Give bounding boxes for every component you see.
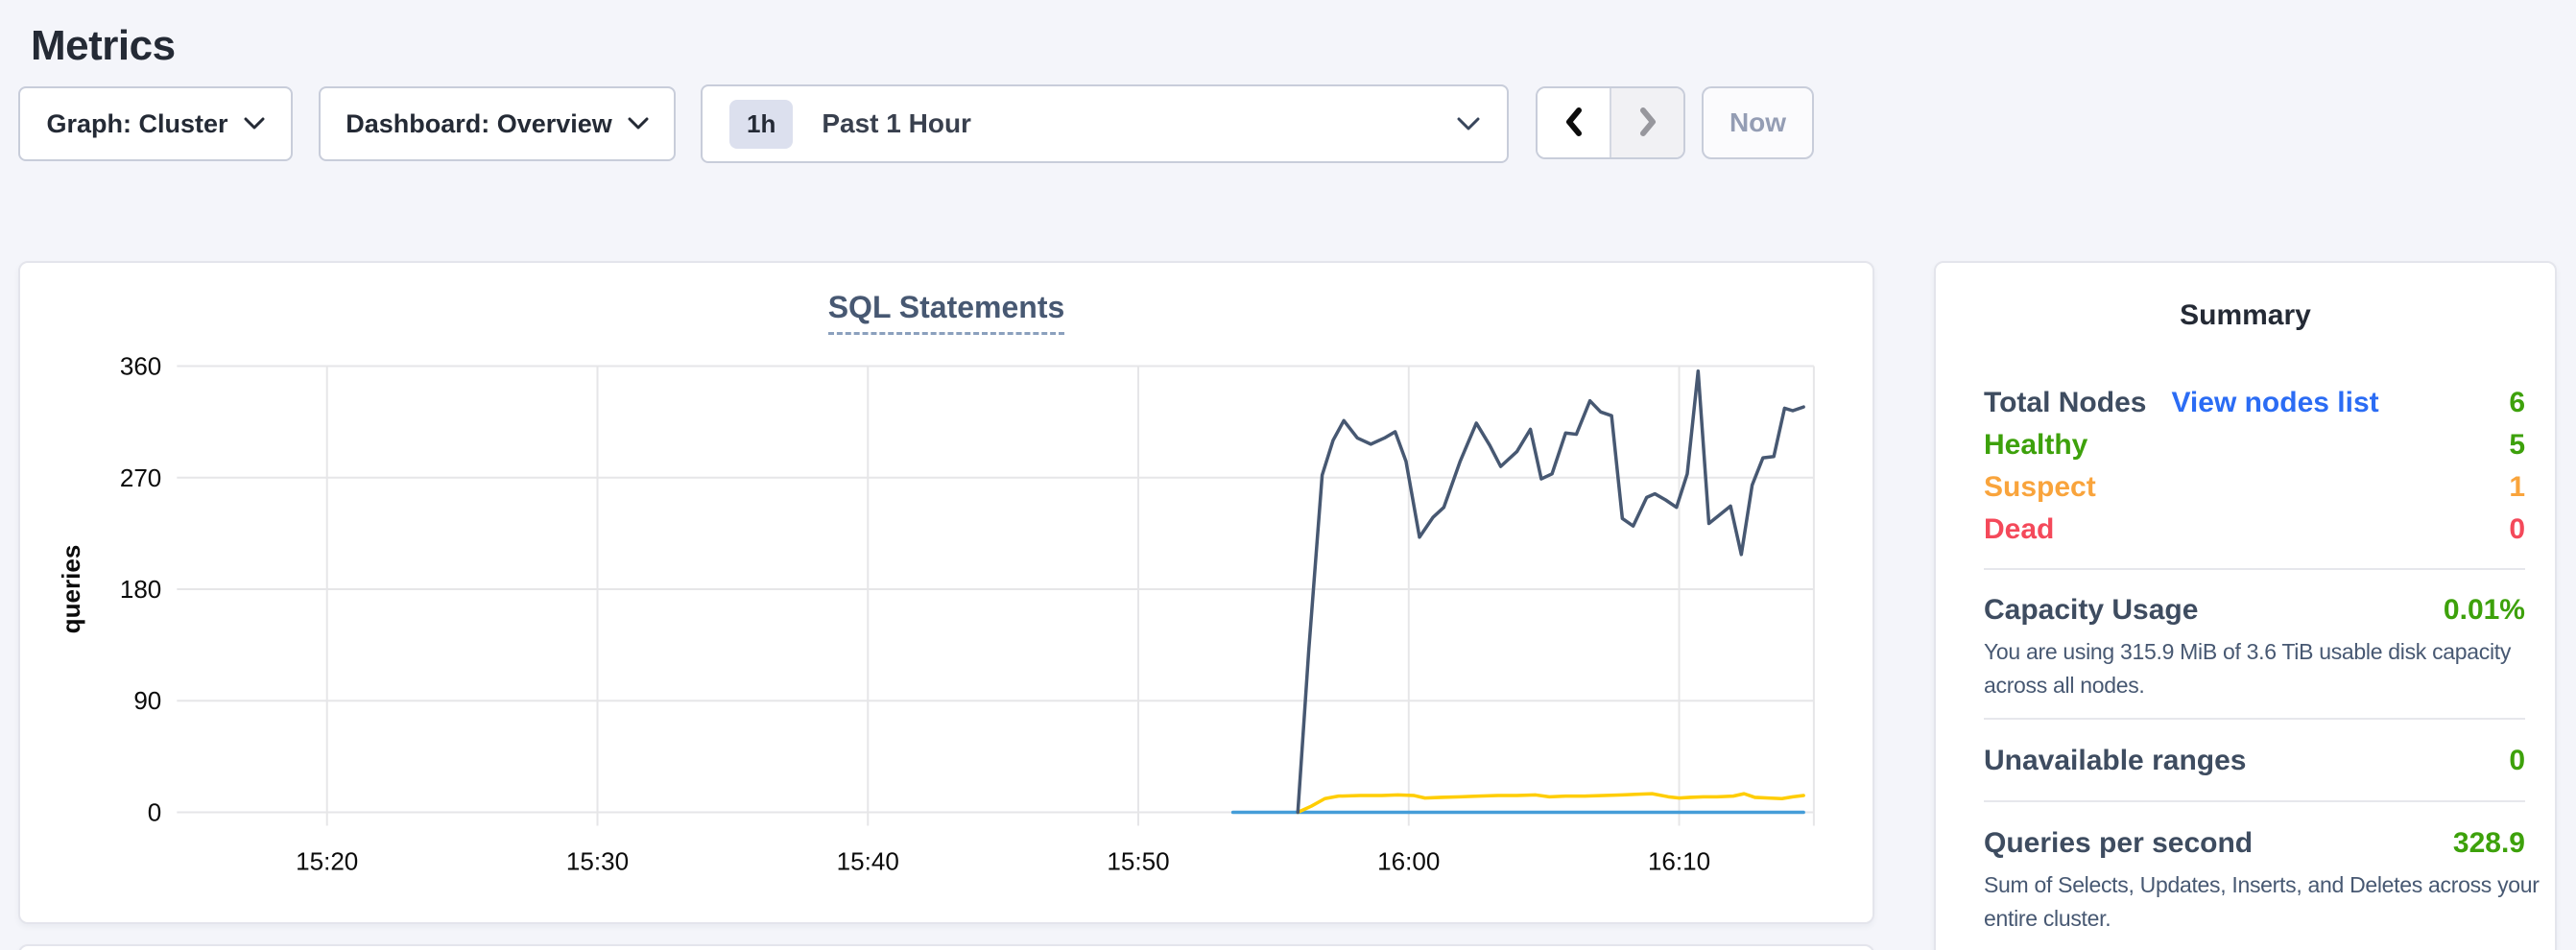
sql-statements-chart-panel: SQL Statements 0 90 180 270 360 15:20 15:30 15:… [18, 261, 1874, 924]
summary-section-caption: You are using 315.9 MiB of 3.6 TiB usabl… [1984, 639, 2512, 698]
chevron-down-icon [628, 117, 649, 131]
summary-divider [1984, 568, 2525, 570]
view-nodes-list-link[interactable]: View nodes list [2171, 387, 2379, 418]
svg-text:360: 360 [120, 352, 161, 381]
summary-row-label: Total Nodes [1984, 387, 2147, 418]
summary-divider [1984, 718, 2525, 720]
chevron-down-icon [1457, 117, 1480, 131]
svg-text:0: 0 [148, 797, 162, 826]
dashboard-dropdown[interactable]: Dashboard: Overview [319, 86, 676, 161]
svg-text:180: 180 [120, 575, 161, 604]
summary-node-row: Dead 0 [1984, 512, 2525, 547]
prev-time-button[interactable] [1538, 88, 1611, 157]
summary-node-row: Total Nodes View nodes list 6 [1984, 386, 2525, 420]
next-chart-panel [18, 944, 1874, 950]
svg-text:15:30: 15:30 [566, 847, 629, 876]
navy-line [1296, 368, 1805, 815]
svg-text:15:40: 15:40 [837, 847, 899, 876]
summary-section-row: Unavailable ranges 0 [1984, 744, 2525, 778]
y-axis-label: queries [57, 545, 85, 634]
summary-row-label: Healthy [1984, 429, 2088, 461]
chevron-down-icon [244, 117, 265, 131]
time-range-badge: 1h [729, 99, 794, 149]
time-range-selector[interactable]: 1h Past 1 Hour [701, 84, 1509, 163]
summary-divider [1984, 800, 2525, 802]
chevron-left-icon [1562, 106, 1586, 141]
summary-row-value: 6 [2509, 387, 2525, 418]
next-time-button[interactable] [1611, 88, 1683, 157]
chart-title[interactable]: SQL Statements [827, 290, 1065, 335]
chevron-right-icon [1635, 106, 1660, 141]
page-title: Metrics [31, 22, 176, 70]
svg-text:15:20: 15:20 [296, 847, 358, 876]
summary-section-label: Unavailable ranges [1984, 745, 2247, 776]
dashboard-dropdown-label: Dashboard: Overview [346, 108, 612, 138]
sql-statements-chart: 0 90 180 270 360 15:20 15:30 15:40 15:50 16:00 16:… [57, 352, 1815, 876]
summary-node-row: Suspect 1 [1984, 470, 2525, 505]
summary-row-label: Dead [1984, 513, 2055, 545]
summary-section-label: Queries per second [1984, 827, 2254, 859]
summary-section-value: 0.01% [2443, 594, 2525, 626]
summary-row-value: 5 [2509, 429, 2525, 461]
summary-row-label: Suspect [1984, 471, 2096, 503]
svg-text:90: 90 [133, 686, 161, 715]
time-pager [1536, 86, 1685, 159]
graph-dropdown-label: Graph: Cluster [46, 108, 228, 138]
summary-title: Summary [2180, 299, 2311, 331]
yellow-line [1296, 792, 1805, 815]
summary-node-row: Healthy 5 [1984, 428, 2525, 463]
summary-sidebar: Summary Total Nodes View nodes list 6 Healt… [1934, 261, 2557, 950]
summary-section-value: 0 [2509, 745, 2525, 776]
summary-section-caption: Sum of Selects, Updates, Inserts, and De… [1984, 872, 2540, 931]
summary-section-row: Capacity Usage 0.01% [1984, 593, 2525, 628]
time-range-label: Past 1 Hour [822, 108, 971, 138]
svg-text:16:10: 16:10 [1648, 847, 1710, 876]
graph-dropdown[interactable]: Graph: Cluster [18, 86, 293, 161]
summary-section-value: 328.9 [2452, 827, 2525, 859]
svg-text:15:50: 15:50 [1107, 847, 1169, 876]
summary-section-label: Capacity Usage [1984, 594, 2199, 626]
now-button[interactable]: Now [1702, 86, 1814, 159]
svg-text:270: 270 [120, 463, 161, 492]
summary-row-value: 0 [2509, 513, 2525, 545]
summary-section-row: Queries per second 328.9 [1984, 826, 2525, 861]
svg-text:16:00: 16:00 [1377, 847, 1440, 876]
summary-row-value: 1 [2509, 471, 2525, 503]
